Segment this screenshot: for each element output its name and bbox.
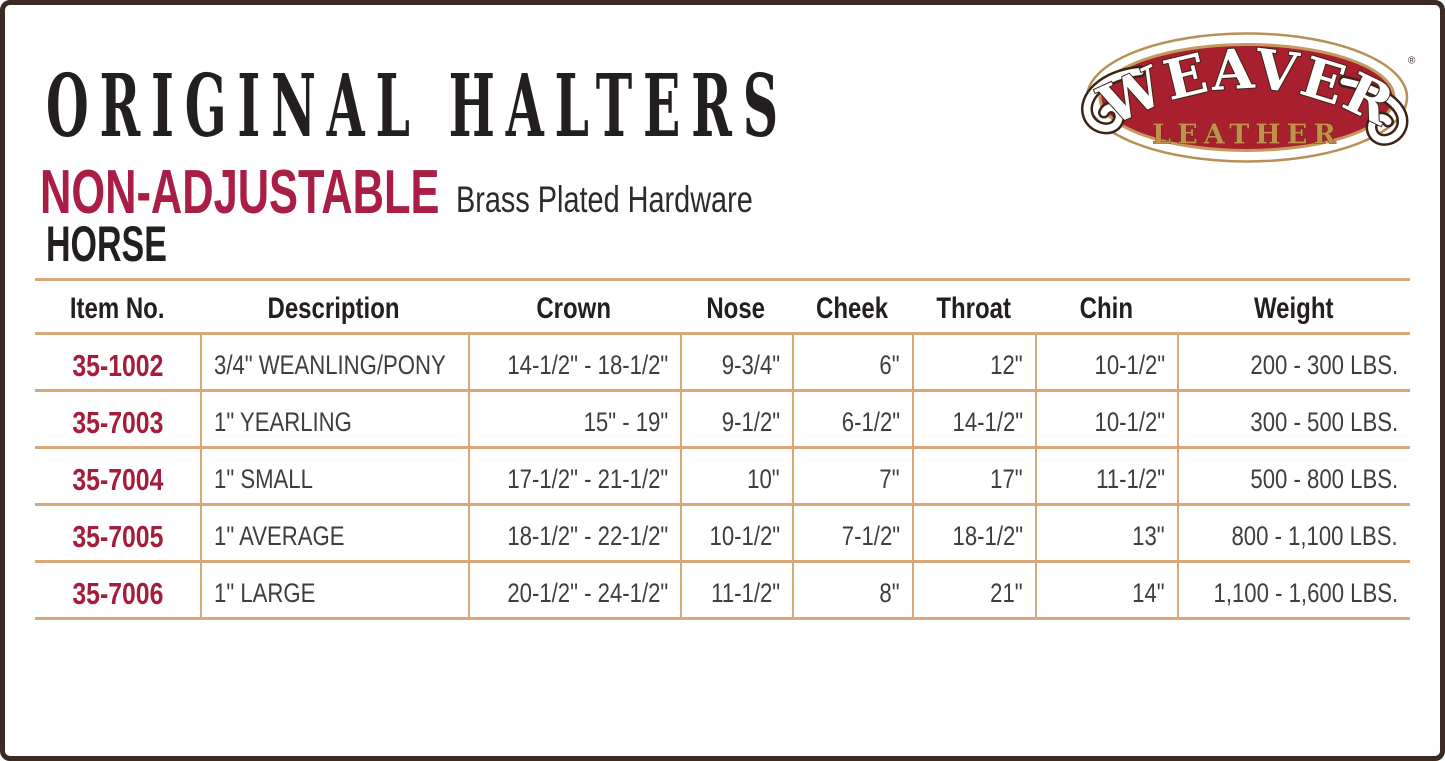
col-header-description: Description (267, 292, 401, 325)
cell-item-no: 35-7006 (71, 575, 164, 611)
cell-crown: 14-1/2" - 18-1/2" (468, 335, 680, 389)
registered-mark: ® (1408, 56, 1416, 67)
logo-left-flourish (1080, 65, 1146, 135)
col-header-cheek: Cheek (815, 292, 889, 325)
cell-item-no: 35-7004 (71, 461, 164, 497)
cell-throat: 21" (912, 563, 1035, 617)
logo-sub-brand-text: LEATHER (1152, 120, 1342, 151)
cell-weight: 300 - 500 LBS. (1177, 392, 1410, 446)
cell-nose: 10" (680, 449, 792, 503)
cell-weight: 1,100 - 1,600 LBS. (1177, 563, 1410, 617)
table-header-row: Item No. Description Crown Nose Cheek Th… (35, 278, 1410, 335)
cell-description: 1" LARGE (200, 563, 468, 617)
cell-cheek: 7" (792, 449, 912, 503)
col-header-nose: Nose (706, 292, 766, 325)
cell-item-no: 35-7003 (71, 404, 164, 440)
page-title: ORIGINAL HALTERS (46, 56, 789, 157)
col-header-weight: Weight (1253, 292, 1334, 325)
table-row: 35-1002 3/4" WEANLING/PONY 14-1/2" - 18-… (35, 335, 1410, 392)
cell-chin: 11-1/2" (1035, 449, 1177, 503)
cell-throat: 17" (912, 449, 1035, 503)
cell-weight: 200 - 300 LBS. (1177, 335, 1410, 389)
cell-description: 3/4" WEANLING/PONY (200, 335, 468, 389)
cell-cheek: 6" (792, 335, 912, 389)
weaver-leather-logo: WEAVER LEATHER ® (1080, 32, 1416, 163)
table-row: 35-7005 1" AVERAGE 18-1/2" - 22-1/2" 10-… (35, 506, 1410, 563)
halter-spec-table: Item No. Description Crown Nose Cheek Th… (35, 278, 1410, 620)
page-subtitle: NON-ADJUSTABLE (40, 158, 440, 227)
cell-item-no: 35-1002 (71, 347, 164, 383)
cell-throat: 18-1/2" (912, 506, 1035, 560)
cell-item-no: 35-7005 (71, 518, 164, 554)
col-header-item-no: Item No. (70, 292, 165, 325)
cell-chin: 14" (1035, 563, 1177, 617)
cell-nose: 10-1/2" (680, 506, 792, 560)
col-header-chin: Chin (1079, 292, 1133, 325)
cell-weight: 500 - 800 LBS. (1177, 449, 1410, 503)
table-row: 35-7006 1" LARGE 20-1/2" - 24-1/2" 11-1/… (35, 563, 1410, 620)
cell-nose: 11-1/2" (680, 563, 792, 617)
cell-chin: 10-1/2" (1035, 392, 1177, 446)
cell-description: 1" YEARLING (200, 392, 468, 446)
logo-right-flourish (1338, 75, 1409, 146)
cell-crown: 20-1/2" - 24-1/2" (468, 563, 680, 617)
cell-nose: 9-3/4" (680, 335, 792, 389)
cell-cheek: 6-1/2" (792, 392, 912, 446)
cell-chin: 10-1/2" (1035, 335, 1177, 389)
cell-throat: 14-1/2" (912, 392, 1035, 446)
cell-throat: 12" (912, 335, 1035, 389)
cell-cheek: 7-1/2" (792, 506, 912, 560)
cell-crown: 17-1/2" - 21-1/2" (468, 449, 680, 503)
cell-nose: 9-1/2" (680, 392, 792, 446)
cell-crown: 18-1/2" - 22-1/2" (468, 506, 680, 560)
col-header-throat: Throat (936, 292, 1011, 325)
cell-cheek: 8" (792, 563, 912, 617)
cell-crown: 15" - 19" (468, 392, 680, 446)
cell-description: 1" AVERAGE (200, 506, 468, 560)
section-heading: HORSE (46, 216, 167, 272)
cell-description: 1" SMALL (200, 449, 468, 503)
hardware-note: Brass Plated Hardware (456, 179, 753, 220)
table-row: 35-7004 1" SMALL 17-1/2" - 21-1/2" 10" 7… (35, 449, 1410, 506)
table-row: 35-7003 1" YEARLING 15" - 19" 9-1/2" 6-1… (35, 392, 1410, 449)
cell-chin: 13" (1035, 506, 1177, 560)
cell-weight: 800 - 1,100 LBS. (1177, 506, 1410, 560)
col-header-crown: Crown (536, 292, 612, 325)
